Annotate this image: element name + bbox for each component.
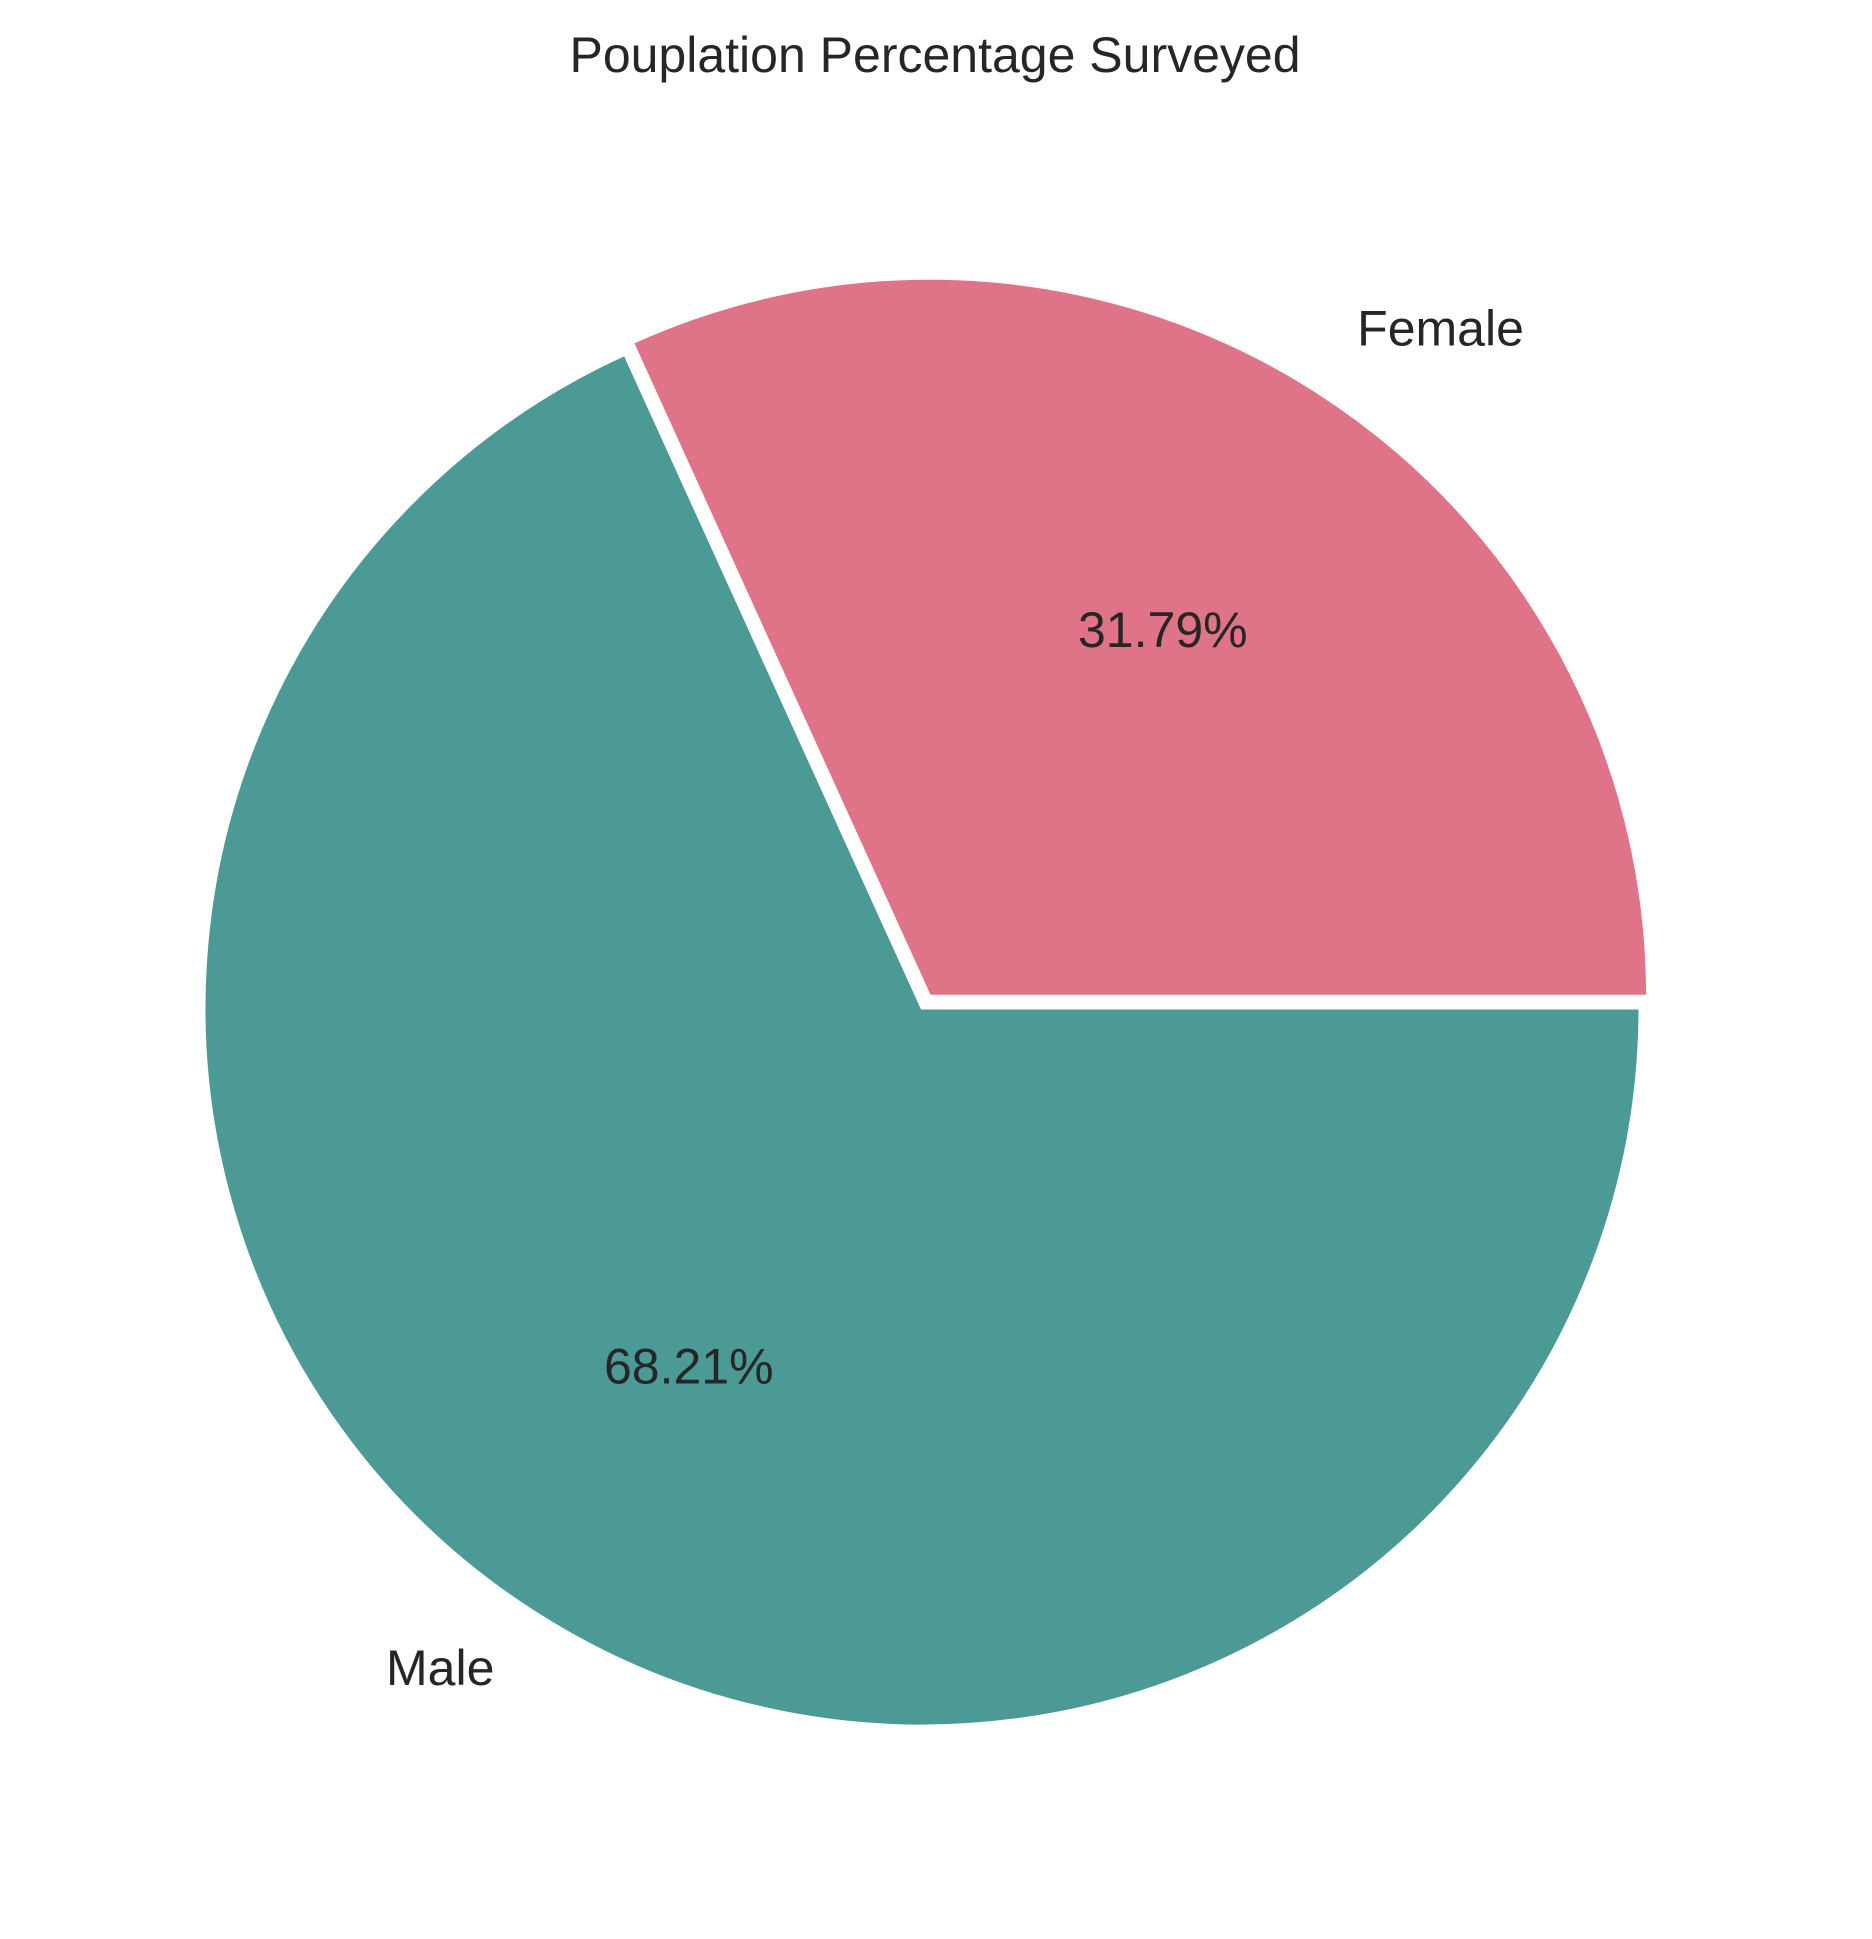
pie-slice-female — [630, 276, 1650, 998]
slice-label-female: Female — [1357, 300, 1524, 356]
pie-slice-male — [202, 352, 1642, 1728]
slice-percentage-female: 31.79% — [1078, 602, 1248, 658]
slice-percentage-male: 68.21% — [604, 1338, 774, 1394]
pie-slices — [202, 276, 1650, 1728]
pie-labels: Female 31.79% Male 68.21% — [386, 300, 1524, 1696]
slice-label-male: Male — [386, 1640, 494, 1696]
chart-title: Pouplation Percentage Surveyed — [569, 27, 1300, 83]
